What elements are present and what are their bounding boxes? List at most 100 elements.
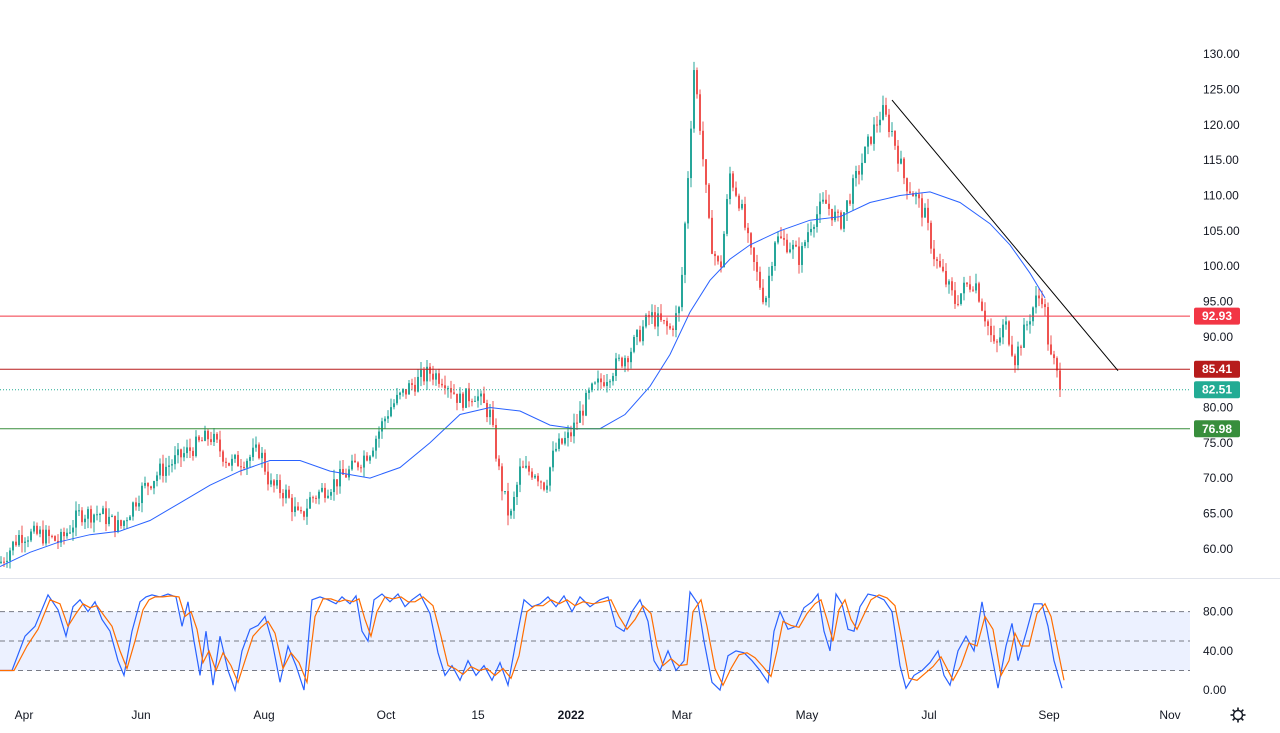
candle-body [45,529,47,544]
candle [969,275,971,293]
candle [318,489,320,505]
candle-body [255,444,257,448]
candle-body [318,491,320,499]
candle [723,231,725,268]
settings-gear-icon[interactable] [1230,707,1246,723]
candle [171,459,173,473]
candle-body [672,328,674,330]
candle-body [738,195,740,209]
candle-body [696,70,698,95]
candle-body [30,531,32,541]
time-axis[interactable]: Apr Jun Aug Oct 15 2022 Mar May Jul Sep Nov [15,708,1181,722]
candle-body [528,465,530,472]
candle [822,192,824,204]
candle [492,400,494,428]
candle-body [774,242,776,266]
candle-body [186,447,188,454]
candle [906,177,908,200]
badge-label: 76.98 [1202,422,1232,436]
time-tick-label: Apr [15,708,34,722]
candle-body [330,492,332,496]
candle [480,390,482,406]
candle-body [594,382,596,384]
candle [633,334,635,354]
candle-body [501,466,503,492]
candle-body [336,479,338,487]
oscillator-axis[interactable]: 0.00 40.00 80.00 [1203,605,1233,697]
candle [744,196,746,231]
candle [1056,356,1058,378]
candle-body [438,373,440,384]
candle [21,525,23,553]
candle-body [618,357,620,359]
candle [591,382,593,393]
candle-body [150,486,152,489]
candle [3,557,5,567]
candle [495,418,497,462]
candle-body [642,326,644,342]
candle [555,442,557,453]
candle-body [705,159,707,185]
candle [87,506,89,529]
candle-body [795,244,797,247]
candle [891,122,893,137]
badge-label: 92.93 [1202,309,1232,323]
candle-body [168,465,170,467]
time-tick-label: 15 [471,708,485,722]
price-axis[interactable]: 60.0065.0070.0075.0080.0085.0090.0095.00… [1203,47,1240,556]
candle [939,253,941,268]
candle [363,450,365,477]
candle-body [723,233,725,268]
candle [222,449,224,467]
candle [276,473,278,489]
candle [636,329,638,346]
candle [15,535,17,547]
price-tick-label: 75.00 [1203,436,1233,450]
candle-body [234,454,236,459]
candle-body [732,173,734,188]
candle [903,157,905,185]
candle [861,153,863,181]
candle-body [456,393,458,403]
candle-body [879,119,881,126]
candle [111,514,113,518]
candle-body [411,383,413,385]
candle-body [51,535,53,537]
candle-body [798,246,800,265]
candle [399,391,401,400]
candle-body [204,430,206,441]
candle [441,378,443,388]
candle [675,305,677,338]
candle [456,393,458,411]
candle [960,293,962,306]
candle-body [891,130,893,132]
candle-body [156,475,158,482]
candle [531,468,533,481]
candle [936,256,938,269]
candle [534,474,536,479]
candle-body [57,540,59,543]
candle-body [225,461,227,463]
candle-body [333,479,335,493]
candle [435,369,437,386]
candle-body [906,178,908,192]
candle-body [936,259,938,261]
candle [189,438,191,459]
candle [657,307,659,337]
candle [711,210,713,255]
candle-body [762,287,764,303]
candle [162,454,164,483]
candle-body [321,487,323,492]
candle-body [171,464,173,466]
candle [756,254,758,281]
candle [468,382,470,408]
candle-body [681,274,683,308]
candle-body [243,466,245,468]
candle-body [216,433,218,440]
trendline[interactable] [891,99,1119,372]
candle-body [504,491,506,493]
candle-body [0,561,2,563]
candle [423,366,425,386]
candle-body [996,341,998,343]
candle [774,240,776,271]
